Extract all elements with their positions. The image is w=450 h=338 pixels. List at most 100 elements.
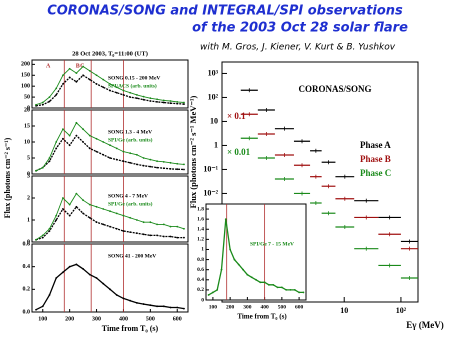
data-point [169, 102, 172, 105]
data-point [289, 288, 292, 291]
y-tick-label: 0.0 [23, 309, 31, 315]
plot-frame [31, 109, 189, 175]
data-point [55, 214, 58, 217]
data-point [35, 238, 37, 241]
data-point [95, 205, 98, 208]
data-point [149, 221, 152, 224]
data-point [109, 89, 111, 92]
series-label: SONG 1.3 - 4 MeV [108, 129, 152, 135]
y-tick-label: 0.2 [23, 287, 31, 293]
y-tick-label: 1.6 [197, 216, 204, 222]
data-point [156, 160, 158, 163]
data-point [88, 147, 91, 150]
x-tick-label: 300 [243, 304, 252, 310]
data-point [75, 121, 78, 124]
data-point [250, 276, 253, 279]
y-tick-label: 0 [201, 297, 204, 303]
annotation: × 0.1 [227, 111, 246, 121]
data-point [129, 91, 132, 94]
data-point [293, 288, 296, 291]
data-point [135, 232, 138, 235]
series-label: SONG 0.15 - 200 MeV [108, 75, 160, 81]
subtitle: with M. Gros, J. Kiener, V. Kurt & B. Yu… [200, 43, 396, 53]
data-point [48, 96, 51, 98]
data-point [156, 234, 158, 237]
data-point [255, 278, 257, 281]
data-point [237, 263, 240, 266]
data-point [109, 144, 111, 147]
data-point [216, 288, 219, 291]
data-point [135, 219, 138, 221]
data-point [176, 236, 179, 239]
data-point [122, 150, 125, 153]
series-label: SONG 41 - 200 MeV [108, 253, 156, 259]
data-point [109, 157, 111, 159]
data-point [149, 158, 152, 161]
data-point [162, 167, 165, 170]
data-point [272, 283, 275, 286]
data-point [109, 83, 111, 85]
data-point [122, 214, 125, 217]
y-tick-label: 3 [27, 173, 30, 179]
y-tick-label: 0.4 [23, 264, 31, 270]
x-tick-label: 600 [295, 304, 304, 310]
data-point [82, 212, 85, 215]
data-point [122, 230, 125, 232]
y-tick-label: 2 [27, 195, 30, 201]
legend-entry: Phase C [360, 168, 391, 178]
data-point [149, 234, 152, 237]
data-point [55, 94, 58, 96]
data-point [102, 208, 105, 210]
y-tick-label: 50 [24, 94, 30, 100]
data-point [122, 94, 125, 96]
data-point [162, 235, 165, 238]
data-point [115, 91, 118, 94]
data-point [41, 101, 44, 104]
data-point [176, 100, 179, 103]
data-point [169, 100, 172, 102]
x-tick-label: 10² [396, 306, 407, 315]
x-tick-label: 400 [119, 316, 128, 322]
data-point [149, 304, 152, 307]
data-point [224, 218, 227, 221]
y-tick-label: 5 [27, 155, 30, 161]
data-point [169, 225, 172, 228]
data-point [75, 80, 78, 83]
phase-label: B [76, 63, 80, 69]
data-point [41, 166, 44, 169]
data-point [162, 99, 165, 102]
x-tick-label: 100 [209, 304, 218, 310]
data-point [129, 152, 132, 155]
data-point [62, 128, 64, 131]
data-point [129, 299, 132, 302]
data-point [48, 100, 51, 103]
y-tick-label: 10 [210, 116, 218, 125]
title-line2: of the 2003 Oct 28 solar flare [192, 21, 408, 36]
data-point [82, 74, 85, 77]
data-point [176, 306, 179, 309]
y-tick-label: 100 [21, 84, 30, 90]
data-point [82, 65, 85, 68]
data-point [142, 221, 145, 224]
y-tick-label: 1.4 [197, 227, 204, 233]
series-label: SPI/Ge (arb. units) [108, 200, 153, 207]
y-tick-label: 10⁻¹ [203, 164, 218, 173]
data-point [82, 268, 85, 270]
data-point [68, 214, 71, 217]
data-point [102, 153, 105, 156]
data-point [183, 103, 185, 105]
data-point [55, 219, 58, 221]
series-label: SPI/ACS (arb. units) [108, 82, 157, 89]
x-tick-label: 10 [340, 306, 348, 315]
series-label: SONG 4 - 7 MeV [108, 193, 148, 199]
data-point [75, 263, 78, 266]
series-label: SPI/Ge (arb. units) [108, 136, 153, 143]
data-point [280, 286, 283, 289]
data-point [176, 168, 179, 171]
data-point [88, 273, 91, 276]
y-tick-label: 10⁻² [203, 188, 218, 197]
data-point [62, 83, 64, 85]
data-point [115, 86, 118, 89]
data-point [115, 212, 118, 215]
